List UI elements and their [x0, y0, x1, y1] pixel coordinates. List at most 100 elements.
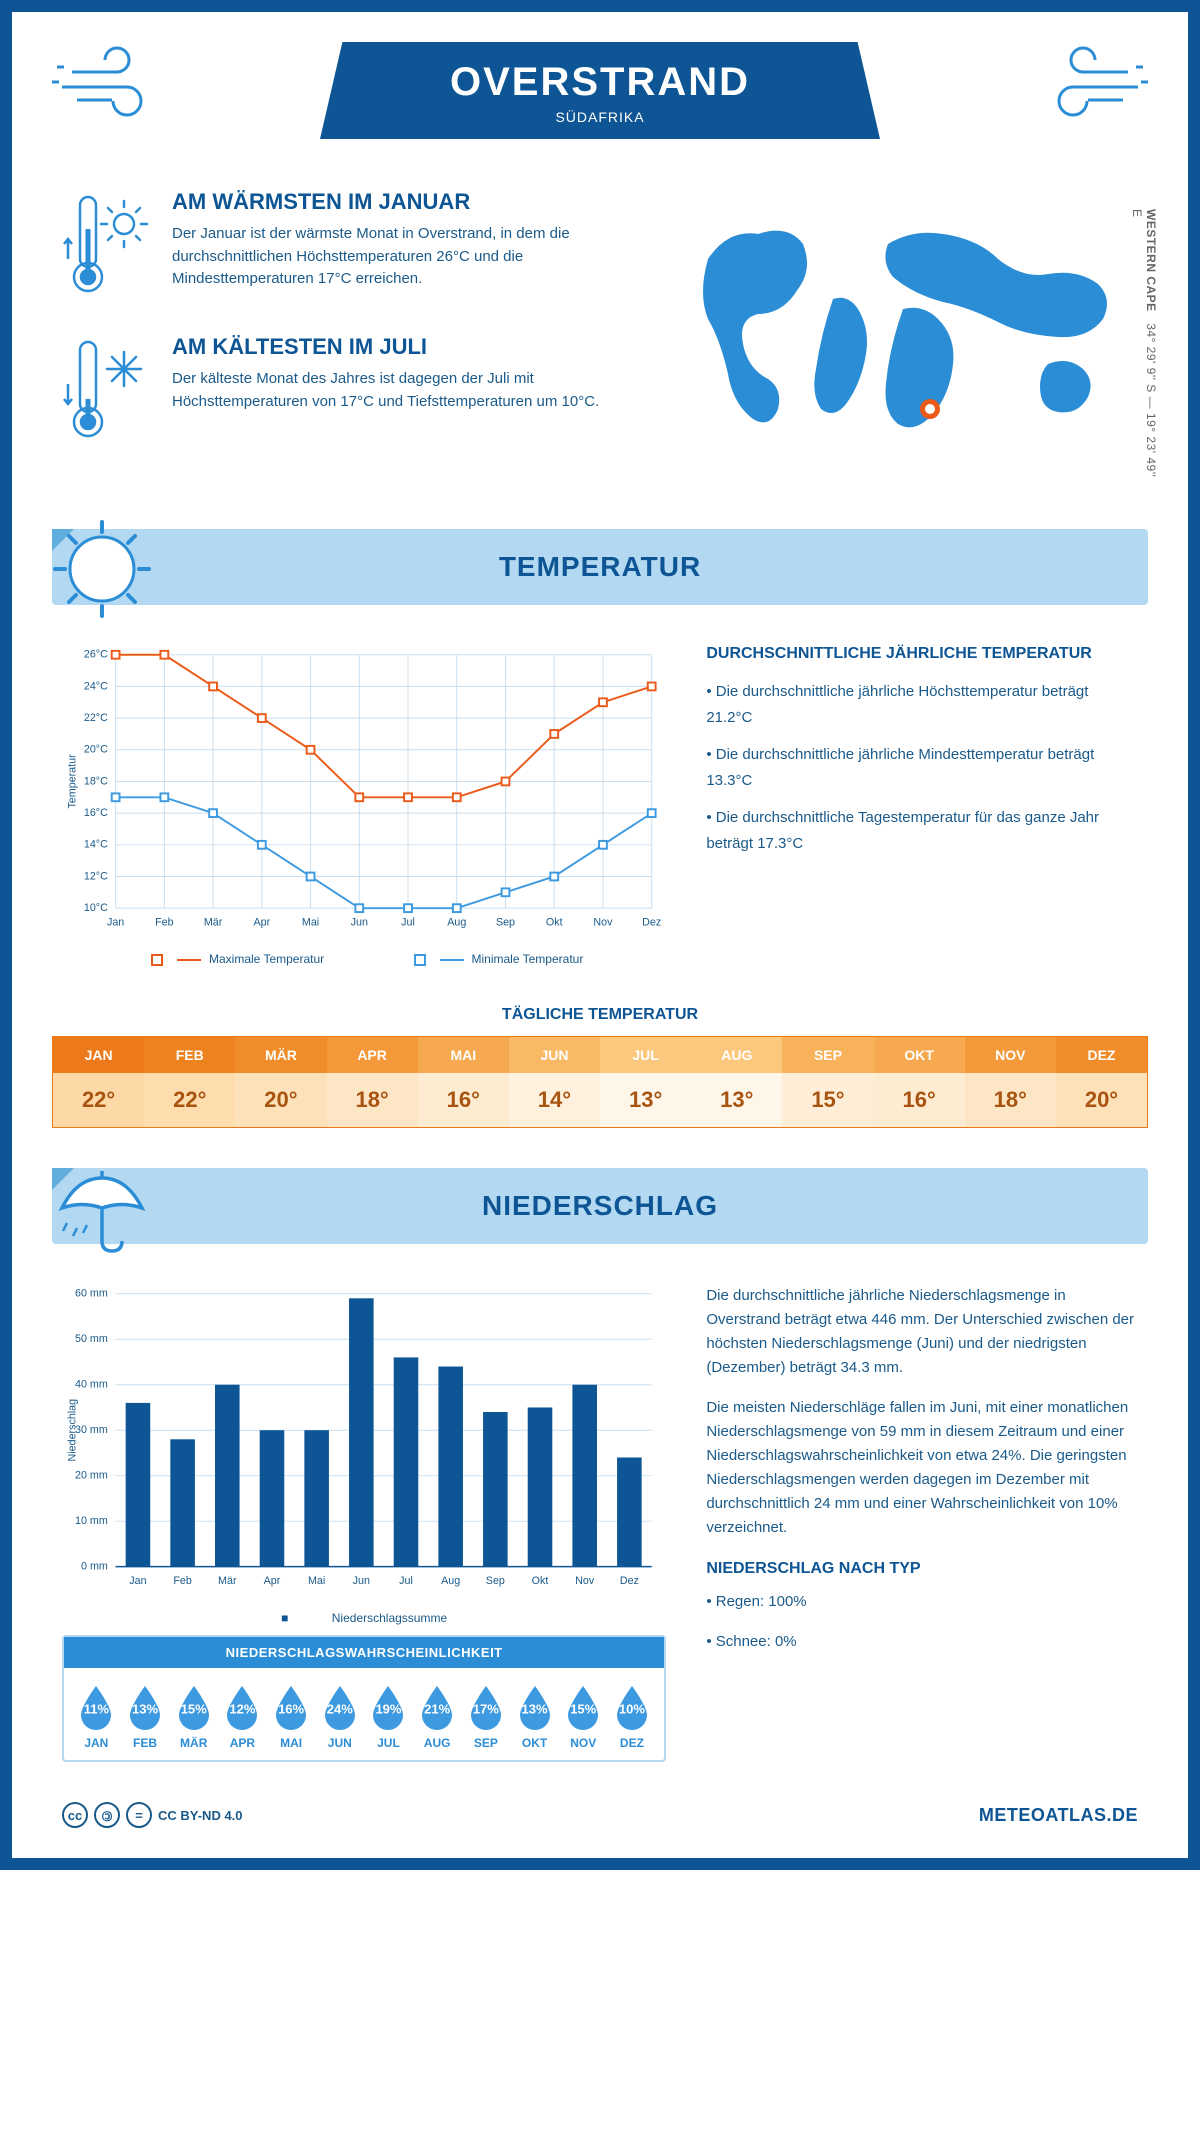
- table-col: DEZ 20°: [1056, 1037, 1147, 1127]
- by-icon: 🄯: [94, 1802, 120, 1828]
- footer: cc 🄯 = CC BY-ND 4.0 METEOATLAS.DE: [12, 1772, 1188, 1838]
- probability-item: 10% DEZ: [608, 1682, 657, 1750]
- table-col: SEP 15°: [782, 1037, 873, 1127]
- thermometer-hot-icon: [62, 189, 152, 304]
- svg-text:10°C: 10°C: [84, 902, 108, 914]
- temp-section-banner: TEMPERATUR: [52, 529, 1148, 605]
- raindrop-icon: 19%: [367, 1682, 409, 1730]
- table-col: NOV 18°: [965, 1037, 1056, 1127]
- table-col: APR 18°: [327, 1037, 418, 1127]
- raindrop-icon: 11%: [75, 1682, 117, 1730]
- probability-item: 13% OKT: [510, 1682, 559, 1750]
- probability-item: 12% APR: [218, 1682, 267, 1750]
- raindrop-icon: 24%: [319, 1682, 361, 1730]
- intro-section: AM WÄRMSTEN IM JANUAR Der Januar ist der…: [12, 179, 1188, 509]
- probability-item: 17% SEP: [462, 1682, 511, 1750]
- svg-text:Feb: Feb: [173, 1576, 192, 1588]
- svg-text:Jul: Jul: [401, 917, 415, 929]
- table-col: AUG 13°: [691, 1037, 782, 1127]
- table-col: MAI 16°: [418, 1037, 509, 1127]
- svg-text:30 mm: 30 mm: [75, 1425, 108, 1437]
- warmest-text: Der Januar ist der wärmste Monat in Over…: [172, 223, 638, 291]
- svg-text:Okt: Okt: [546, 917, 563, 929]
- raindrop-icon: 17%: [465, 1682, 507, 1730]
- nd-icon: =: [126, 1802, 152, 1828]
- svg-text:14°C: 14°C: [84, 839, 108, 851]
- precip-facts: Die durchschnittliche jährliche Niedersc…: [706, 1284, 1138, 1762]
- svg-text:Feb: Feb: [155, 917, 174, 929]
- table-col: OKT 16°: [874, 1037, 965, 1127]
- svg-text:Mär: Mär: [204, 917, 223, 929]
- svg-text:Jun: Jun: [353, 1576, 370, 1588]
- raindrop-icon: 15%: [173, 1682, 215, 1730]
- precip-section-banner: NIEDERSCHLAG: [52, 1168, 1148, 1244]
- probability-box: NIEDERSCHLAGSWAHRSCHEINLICHKEIT 11% JAN …: [62, 1635, 666, 1762]
- svg-text:Nov: Nov: [593, 917, 613, 929]
- title-ribbon: OVERSTRAND SÜDAFRIKA: [320, 42, 880, 139]
- precip-section-title: NIEDERSCHLAG: [52, 1190, 1148, 1222]
- cc-icon: cc: [62, 1802, 88, 1828]
- svg-text:26°C: 26°C: [84, 649, 108, 661]
- svg-text:Niederschlag: Niederschlag: [67, 1399, 79, 1462]
- sun-icon: [47, 514, 157, 624]
- license: cc 🄯 = CC BY-ND 4.0: [62, 1802, 243, 1828]
- probability-item: 13% FEB: [121, 1682, 170, 1750]
- svg-text:Temperatur: Temperatur: [67, 754, 79, 809]
- svg-text:24°C: 24°C: [84, 680, 108, 692]
- table-col: MÄR 20°: [235, 1037, 326, 1127]
- world-map: WESTERN CAPE 34° 29' 9'' S — 19° 23' 49'…: [678, 189, 1138, 479]
- svg-text:10 mm: 10 mm: [75, 1516, 108, 1528]
- chart-legend: ■ Niederschlagssumme: [62, 1611, 666, 1625]
- header: OVERSTRAND SÜDAFRIKA: [12, 12, 1188, 179]
- raindrop-icon: 13%: [124, 1682, 166, 1730]
- raindrop-icon: 21%: [416, 1682, 458, 1730]
- svg-text:60 mm: 60 mm: [75, 1288, 108, 1300]
- svg-text:Okt: Okt: [532, 1576, 549, 1588]
- svg-text:20°C: 20°C: [84, 744, 108, 756]
- umbrella-icon: [47, 1153, 157, 1263]
- precipitation-chart: 0 mm10 mm20 mm30 mm40 mm50 mm60 mmJanFeb…: [62, 1284, 666, 1762]
- wind-icon: [1038, 42, 1148, 127]
- warmest-block: AM WÄRMSTEN IM JANUAR Der Januar ist der…: [62, 189, 638, 304]
- svg-text:22°C: 22°C: [84, 712, 108, 724]
- svg-text:Mai: Mai: [302, 917, 319, 929]
- svg-text:12°C: 12°C: [84, 870, 108, 882]
- svg-text:Sep: Sep: [496, 917, 515, 929]
- svg-text:50 mm: 50 mm: [75, 1334, 108, 1346]
- svg-text:40 mm: 40 mm: [75, 1379, 108, 1391]
- svg-text:Jun: Jun: [351, 917, 368, 929]
- probability-item: 19% JUL: [364, 1682, 413, 1750]
- svg-text:Sep: Sep: [486, 1576, 505, 1588]
- chart-legend: Maximale Temperatur Minimale Temperatur: [62, 952, 666, 966]
- coldest-text: Der kälteste Monat des Jahres ist dagege…: [172, 368, 638, 413]
- svg-text:Nov: Nov: [575, 1576, 595, 1588]
- probability-item: 11% JAN: [72, 1682, 121, 1750]
- raindrop-icon: 16%: [270, 1682, 312, 1730]
- probability-item: 16% MAI: [267, 1682, 316, 1750]
- probability-item: 21% AUG: [413, 1682, 462, 1750]
- thermometer-cold-icon: [62, 334, 152, 449]
- daily-temp-title: TÄGLICHE TEMPERATUR: [12, 1006, 1188, 1024]
- svg-text:Jan: Jan: [129, 1576, 146, 1588]
- raindrop-icon: 13%: [514, 1682, 556, 1730]
- svg-text:Dez: Dez: [620, 1576, 639, 1588]
- svg-text:Jan: Jan: [107, 917, 124, 929]
- probability-item: 15% MÄR: [169, 1682, 218, 1750]
- svg-text:16°C: 16°C: [84, 807, 108, 819]
- svg-text:Mär: Mär: [218, 1576, 237, 1588]
- coordinates: WESTERN CAPE 34° 29' 9'' S — 19° 23' 49'…: [1130, 209, 1158, 479]
- svg-text:18°C: 18°C: [84, 775, 108, 787]
- temperature-chart: 10°C 12°C 14°C 16°C 18°C 20°C 22°C 24°C 26°C Jan F…: [62, 645, 666, 966]
- table-col: JUL 13°: [600, 1037, 691, 1127]
- raindrop-icon: 10%: [611, 1682, 653, 1730]
- probability-item: 24% JUN: [315, 1682, 364, 1750]
- probability-item: 15% NOV: [559, 1682, 608, 1750]
- temp-section-title: TEMPERATUR: [52, 551, 1148, 583]
- table-col: FEB 22°: [144, 1037, 235, 1127]
- svg-text:0 mm: 0 mm: [81, 1561, 108, 1573]
- svg-text:Apr: Apr: [253, 917, 270, 929]
- wind-icon: [52, 42, 162, 127]
- svg-text:Aug: Aug: [447, 917, 466, 929]
- raindrop-icon: 12%: [221, 1682, 263, 1730]
- table-col: JUN 14°: [509, 1037, 600, 1127]
